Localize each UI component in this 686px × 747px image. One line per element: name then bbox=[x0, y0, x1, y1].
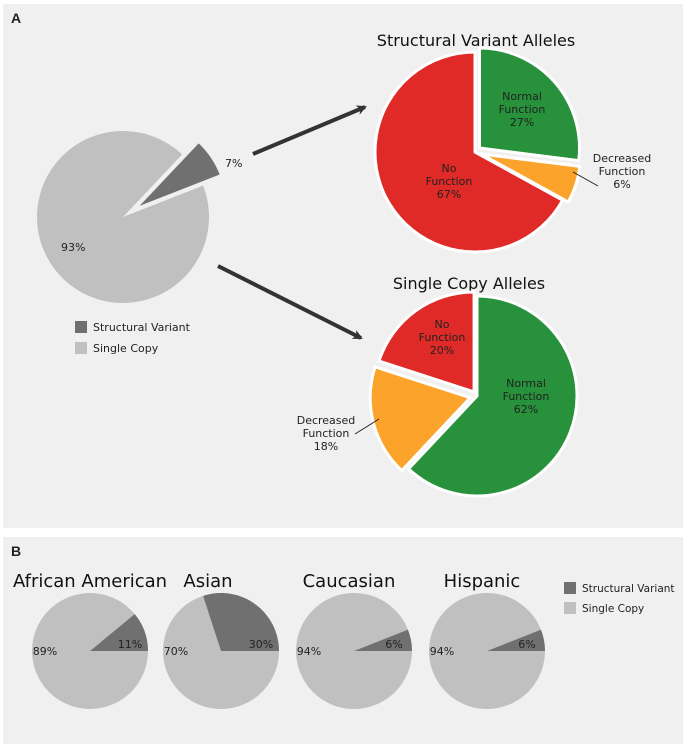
slice-label: Decreased bbox=[297, 414, 356, 427]
slice-label: Normal bbox=[502, 90, 542, 103]
slice-label: Function bbox=[303, 427, 350, 440]
slice-label: 93% bbox=[61, 241, 85, 254]
legend-label: Single Copy bbox=[582, 603, 644, 615]
slice-label: 89% bbox=[33, 645, 57, 658]
slice-label: 6% bbox=[613, 178, 630, 191]
pie-slice-structural-variant bbox=[487, 629, 545, 651]
slice-label: Normal bbox=[506, 377, 546, 390]
chart-title: Single Copy Alleles bbox=[393, 274, 545, 293]
slice-label: 6% bbox=[518, 638, 535, 651]
slice-label: Decreased bbox=[593, 152, 652, 165]
slice-label: 67% bbox=[437, 188, 461, 201]
arrow-to-structural bbox=[252, 105, 367, 156]
pie-slice-no-function bbox=[377, 290, 476, 394]
pie-slice-single-copy bbox=[163, 595, 279, 710]
pie-slice-no-function bbox=[373, 50, 565, 254]
slice-label: 94% bbox=[297, 645, 321, 658]
pie-slice-structural-variant bbox=[90, 614, 148, 651]
pie-slice-single-copy bbox=[36, 130, 209, 303]
pie-slice-single-copy bbox=[32, 593, 149, 710]
pie-slice-structural-variant bbox=[354, 629, 413, 651]
legend-label: Structural Variant bbox=[93, 321, 191, 334]
panel-a-chart: 7% 93% Structural Variant Single Copy Struct… bbox=[36, 31, 652, 498]
slice-label: Function bbox=[499, 103, 546, 116]
pie-title-caucasian: Caucasian bbox=[303, 571, 396, 592]
slice-label: Function bbox=[503, 390, 550, 403]
legend-swatch-structural-variant bbox=[564, 582, 576, 594]
chart-title: Structural Variant Alleles bbox=[377, 31, 575, 50]
slice-label: Function bbox=[426, 175, 473, 188]
slice-label: 11% bbox=[118, 638, 142, 651]
legend-label: Structural Variant bbox=[582, 583, 675, 595]
legend-label: Single Copy bbox=[93, 342, 159, 355]
arrow-to-single-copy bbox=[217, 264, 363, 340]
pie-title-hispanic: Hispanic bbox=[444, 571, 521, 592]
legend-swatch-single-copy bbox=[75, 342, 87, 354]
pie-slice-structural-variant bbox=[203, 593, 279, 651]
pie-slice-normal-function bbox=[478, 46, 581, 163]
panel-b-chart: African American 11% 89% Asian 30% 70% Caucasi… bbox=[13, 571, 675, 710]
pie-slice-decreased-function bbox=[479, 152, 582, 204]
panel-b-label: B bbox=[11, 543, 22, 559]
pie-title-asian: Asian bbox=[183, 571, 232, 592]
leader-line bbox=[354, 418, 380, 435]
slice-label: 94% bbox=[430, 645, 454, 658]
panel-a: A 7% 93% Structural Variant Single Copy Stru… bbox=[3, 4, 683, 528]
slice-label: 62% bbox=[514, 403, 538, 416]
slice-label: 7% bbox=[225, 157, 242, 170]
slice-label: Function bbox=[599, 165, 646, 178]
pie-slice-single-copy bbox=[296, 592, 412, 709]
slice-label: 70% bbox=[164, 645, 188, 658]
panel-a-label: A bbox=[11, 10, 22, 26]
slice-label: No bbox=[435, 318, 450, 331]
slice-label: 6% bbox=[385, 638, 402, 651]
pie-slice-normal-function bbox=[407, 294, 579, 498]
slice-label: 30% bbox=[249, 638, 273, 651]
legend-swatch-structural-variant bbox=[75, 321, 87, 333]
slice-label: No bbox=[442, 162, 457, 175]
slice-label: 27% bbox=[510, 116, 534, 129]
pie-slice-single-copy bbox=[429, 592, 545, 709]
slice-label: 20% bbox=[430, 344, 454, 357]
panel-b: B African American 11% 89% Asian 30% 70% Cauca… bbox=[3, 537, 683, 744]
leader-line bbox=[572, 171, 599, 187]
pie-slice-structural-variant bbox=[139, 143, 220, 206]
slice-label: Function bbox=[419, 331, 466, 344]
pie-title-african-american: African American bbox=[13, 571, 167, 592]
slice-label: 18% bbox=[314, 440, 338, 453]
legend-swatch-single-copy bbox=[564, 602, 576, 614]
